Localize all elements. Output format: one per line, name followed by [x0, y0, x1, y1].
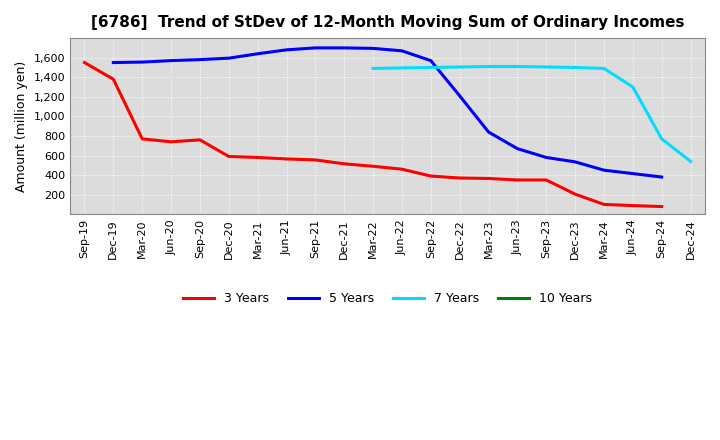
7 Years	[513, 64, 522, 69]
7 Years	[571, 65, 580, 70]
3 Years	[311, 157, 320, 162]
5 Years	[542, 155, 551, 160]
7 Years	[542, 64, 551, 70]
Y-axis label: Amount (million yen): Amount (million yen)	[15, 61, 28, 192]
7 Years	[397, 65, 406, 70]
5 Years	[369, 46, 377, 51]
3 Years	[138, 136, 146, 142]
5 Years	[340, 45, 348, 51]
3 Years	[513, 177, 522, 183]
3 Years	[397, 167, 406, 172]
7 Years	[455, 64, 464, 70]
7 Years	[629, 84, 637, 90]
3 Years	[167, 139, 176, 144]
5 Years	[282, 47, 291, 52]
5 Years	[485, 129, 493, 135]
3 Years	[340, 161, 348, 166]
3 Years	[485, 176, 493, 181]
3 Years	[196, 137, 204, 143]
5 Years	[657, 174, 666, 180]
5 Years	[571, 159, 580, 165]
5 Years	[397, 48, 406, 54]
Legend: 3 Years, 5 Years, 7 Years, 10 Years: 3 Years, 5 Years, 7 Years, 10 Years	[178, 287, 598, 310]
7 Years	[657, 136, 666, 142]
5 Years	[253, 51, 262, 56]
3 Years	[629, 203, 637, 208]
3 Years	[600, 202, 608, 207]
5 Years	[225, 55, 233, 61]
3 Years	[282, 156, 291, 161]
Title: [6786]  Trend of StDev of 12-Month Moving Sum of Ordinary Incomes: [6786] Trend of StDev of 12-Month Moving…	[91, 15, 684, 30]
3 Years	[455, 176, 464, 181]
5 Years	[600, 168, 608, 173]
3 Years	[369, 164, 377, 169]
5 Years	[455, 93, 464, 99]
Line: 7 Years: 7 Years	[373, 66, 690, 161]
Line: 3 Years: 3 Years	[84, 62, 662, 206]
3 Years	[80, 60, 89, 65]
3 Years	[109, 77, 117, 82]
7 Years	[426, 65, 435, 70]
7 Years	[485, 64, 493, 69]
Line: 5 Years: 5 Years	[113, 48, 662, 177]
3 Years	[225, 154, 233, 159]
5 Years	[629, 171, 637, 176]
5 Years	[167, 58, 176, 63]
5 Years	[426, 58, 435, 63]
5 Years	[513, 146, 522, 151]
7 Years	[686, 159, 695, 164]
5 Years	[138, 59, 146, 65]
3 Years	[253, 155, 262, 160]
5 Years	[109, 60, 117, 65]
3 Years	[657, 204, 666, 209]
3 Years	[542, 177, 551, 183]
5 Years	[196, 57, 204, 62]
7 Years	[369, 66, 377, 71]
7 Years	[600, 66, 608, 71]
5 Years	[311, 45, 320, 51]
3 Years	[571, 191, 580, 197]
3 Years	[426, 173, 435, 179]
